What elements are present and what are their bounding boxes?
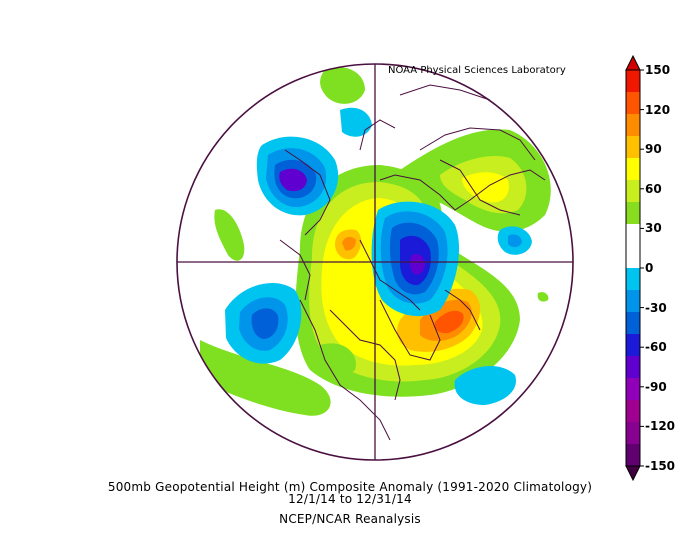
colorbar-label: 120	[645, 102, 671, 117]
colorbar-label: -30	[645, 300, 667, 315]
colorbar-top-arrow	[625, 54, 641, 71]
colorbar	[625, 54, 644, 482]
colorbar-bottom-arrow	[625, 465, 641, 482]
colorbar-segment	[626, 246, 640, 269]
colorbar-segment	[626, 202, 640, 225]
colorbar-segment	[626, 114, 640, 137]
colorbar-segment	[626, 422, 640, 445]
caption-dates: 12/1/14 to 12/31/14	[288, 492, 412, 506]
colorbar-segment	[626, 312, 640, 335]
colorbar-segment	[626, 400, 640, 423]
colorbar-label: -120	[645, 419, 676, 434]
colorbar-segment	[626, 136, 640, 159]
colorbar-label: -60	[645, 340, 667, 355]
colorbar-segment	[626, 268, 640, 291]
colorbar-segment	[626, 378, 640, 401]
caption-source: NCEP/NCAR Reanalysis	[279, 512, 421, 526]
colorbar-segment	[626, 158, 640, 181]
colorbar-label: -90	[645, 379, 667, 394]
colorbar-segment	[626, 444, 640, 467]
caption-title: 500mb Geopotential Height (m) Composite …	[107, 480, 593, 494]
colorbar-segment	[626, 334, 640, 357]
colorbar-segment	[626, 70, 640, 93]
colorbar-segment	[626, 224, 640, 247]
colorbar-label: 0	[645, 261, 654, 275]
colorbar-label: 90	[645, 142, 662, 157]
colorbar-segment	[626, 92, 640, 115]
coastlines	[279, 84, 546, 441]
colorbar-label: 60	[645, 181, 662, 196]
graticule	[177, 64, 573, 460]
colorbar-segment	[626, 180, 640, 203]
colorbar-label: 30	[645, 221, 662, 236]
colorbar-segment	[626, 356, 640, 379]
colorbar-segment	[626, 290, 640, 313]
colorbar-label: -150	[645, 459, 676, 473]
anomaly-contours	[200, 67, 551, 416]
colorbar-label: 150	[645, 63, 671, 77]
credit-text: NOAA Physical Sciences Laboratory	[388, 65, 566, 76]
map-boundary	[176, 63, 574, 461]
